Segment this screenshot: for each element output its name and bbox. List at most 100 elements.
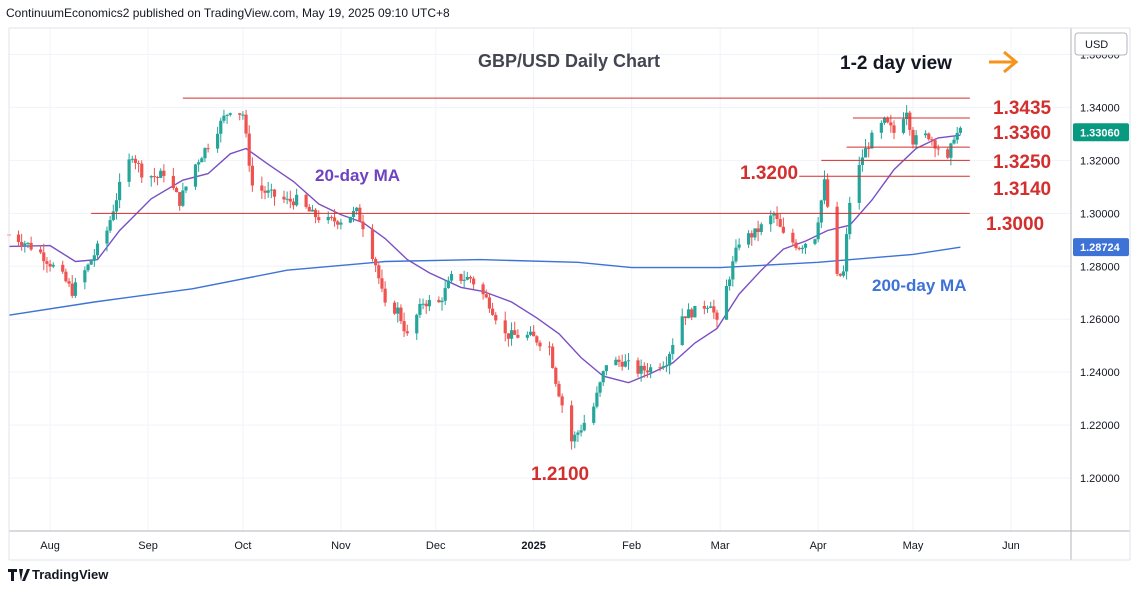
candle	[244, 109, 248, 138]
candle	[310, 205, 315, 212]
candle	[216, 126, 220, 153]
candle	[127, 153, 131, 188]
candle	[295, 188, 299, 207]
svg-text:1.28724: 1.28724	[1080, 242, 1121, 254]
candle	[952, 135, 956, 145]
candle	[339, 218, 343, 230]
candle	[592, 402, 596, 425]
candle	[130, 155, 134, 163]
candle	[838, 273, 842, 277]
candle	[949, 142, 953, 166]
candle	[203, 147, 207, 162]
axes: 1.20000 1.22000 1.24000 1.26000 1.28000 1.300…	[8, 27, 1131, 561]
candle	[870, 130, 874, 149]
candle	[709, 301, 713, 309]
candle	[715, 309, 719, 328]
y-tick-label: 1.34000	[1080, 102, 1120, 114]
candle	[636, 357, 640, 378]
candle	[803, 242, 808, 255]
candle	[399, 304, 403, 325]
candle	[402, 312, 406, 337]
candle	[867, 142, 871, 158]
candle	[661, 361, 665, 370]
ma200-line	[8, 246, 961, 316]
y-tick-label: 1.26000	[1080, 314, 1120, 326]
candle	[924, 130, 928, 138]
candle	[462, 270, 466, 289]
candle	[576, 430, 580, 442]
candle	[114, 193, 119, 220]
publisher-line: ContinuumEconomics2 published on Trading…	[6, 6, 450, 20]
candle	[645, 363, 650, 378]
candle	[617, 355, 621, 367]
x-tick-label: Mar	[711, 540, 730, 552]
candle	[547, 341, 552, 356]
candle	[649, 364, 653, 379]
candle	[51, 262, 55, 269]
candle	[272, 188, 277, 206]
candle	[551, 343, 555, 369]
candle	[48, 259, 52, 272]
candle	[683, 316, 687, 326]
candle	[930, 136, 934, 146]
candle	[152, 167, 156, 183]
candle	[863, 138, 868, 158]
level-label: 1.3250	[993, 152, 1051, 173]
candle	[538, 340, 542, 352]
candle	[171, 167, 175, 191]
candle	[579, 424, 583, 437]
candle	[39, 244, 43, 255]
ma200-price-tag: 1.28724	[1073, 238, 1129, 257]
candle	[791, 228, 795, 247]
candle	[734, 239, 738, 264]
candle	[42, 243, 46, 271]
candle	[769, 210, 773, 232]
candle	[560, 393, 564, 413]
candle	[459, 273, 463, 285]
candle	[105, 226, 109, 252]
level-label: 1.3360	[993, 123, 1051, 144]
candle	[393, 300, 397, 315]
candle	[351, 206, 356, 223]
candle	[424, 300, 428, 314]
tradingview-logo[interactable]: TradingView	[8, 567, 108, 582]
candle	[927, 132, 931, 141]
candle	[857, 156, 861, 210]
level-label: 1.3200	[740, 163, 798, 184]
candle	[848, 196, 852, 240]
candle	[658, 363, 662, 372]
candle	[92, 248, 96, 267]
currency-button[interactable]	[1074, 32, 1128, 56]
candle	[86, 263, 90, 273]
candle	[753, 228, 757, 241]
candle	[396, 302, 400, 323]
candle	[45, 257, 49, 273]
candle	[200, 156, 204, 163]
candle	[64, 268, 68, 283]
candle	[525, 331, 529, 341]
low-label: 1.2100	[531, 464, 589, 485]
candle	[532, 325, 536, 337]
candle	[361, 214, 365, 238]
candle	[26, 242, 30, 249]
candle	[835, 201, 839, 277]
candle	[377, 263, 381, 285]
candle	[427, 295, 431, 312]
candle	[626, 352, 631, 370]
candle	[317, 210, 321, 223]
candle	[528, 326, 533, 337]
candle	[747, 230, 751, 249]
candle	[23, 240, 27, 253]
candle	[797, 246, 801, 251]
candle	[374, 256, 378, 273]
candle	[879, 120, 883, 139]
candle	[465, 271, 469, 281]
candle	[936, 144, 940, 156]
candle	[449, 270, 454, 283]
candle	[813, 238, 817, 246]
candle	[955, 126, 959, 144]
currency-label: USD	[1085, 39, 1108, 51]
candle	[468, 275, 473, 284]
candle	[174, 186, 179, 193]
candle	[184, 186, 188, 194]
